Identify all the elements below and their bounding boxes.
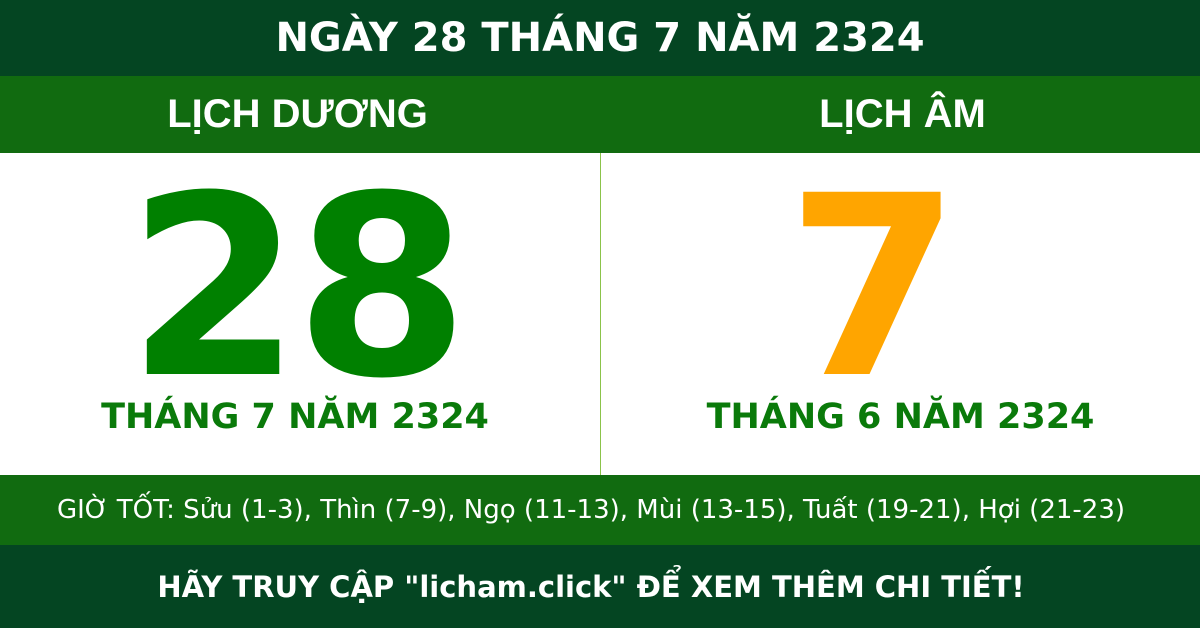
footer-cta: HÃY TRUY CẬP "licham.click" ĐỂ XEM THÊM … [0,545,1200,628]
lunar-day: 7 [786,142,961,433]
lunar-panel: 7 THÁNG 6 NĂM 2324 [600,153,1200,475]
solar-month-year: THÁNG 7 NĂM 2324 [101,397,489,437]
page-title: NGÀY 28 THÁNG 7 NĂM 2324 [0,0,1200,76]
solar-day: 28 [127,142,469,433]
solar-label: LỊCH DƯƠNG [167,92,428,136]
calendar-headers: LỊCH DƯƠNG LỊCH ÂM [0,76,1200,153]
lunar-month-year: THÁNG 6 NĂM 2324 [706,397,1095,437]
solar-panel: 28 THÁNG 7 NĂM 2324 [0,153,600,475]
good-hours: GIỜ TỐT: Sửu (1-3), Thìn (7-9), Ngọ (11-… [0,475,1200,545]
lunar-label: LỊCH ÂM [819,92,986,136]
